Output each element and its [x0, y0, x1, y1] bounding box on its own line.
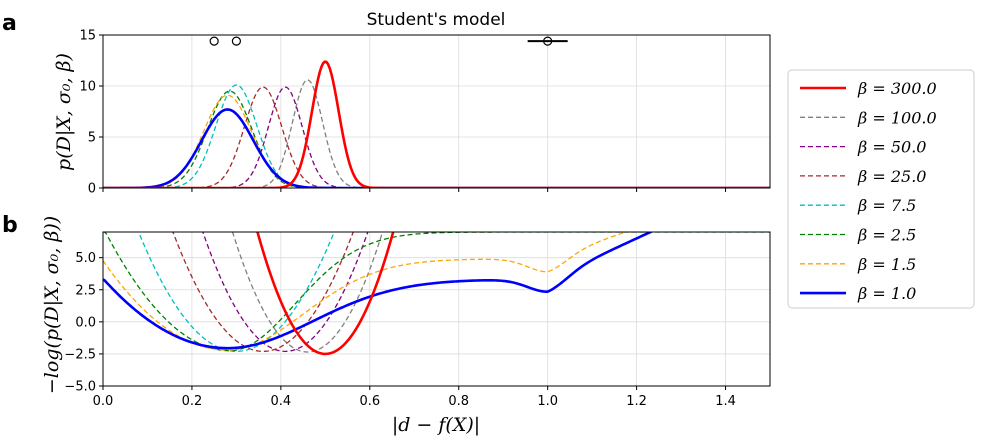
legend-items: β = 300.0 β = 100.0 β = 50.0 β = 25.0 β = 7.…: [800, 79, 937, 303]
y-tick-label: 15: [79, 29, 96, 44]
legend: β = 300.0 β = 100.0 β = 50.0 β = 25.0 β = 7.…: [787, 69, 975, 309]
legend-label: β = 2.5: [857, 226, 916, 245]
observation-marker: [209, 36, 219, 46]
y-axis-label-a: p(D|X, σ₀, β): [53, 53, 75, 171]
x-tick-label: 1.2: [626, 394, 647, 409]
axes-frame-a: [102, 34, 771, 189]
y-tick-label: 5.0: [75, 251, 96, 266]
plot-area-b: [103, 232, 770, 356]
nll-line-series-6: [103, 232, 770, 352]
legend-label: β = 7.5: [857, 196, 916, 215]
panel-a: 0 5 10 15 p(D|X, σ₀, β): [53, 29, 771, 197]
y-tick-label: 5: [88, 131, 96, 146]
x-tick-label: 1.4: [715, 394, 736, 409]
plot-area-a: [103, 60, 770, 188]
x-tick-label: 0.4: [271, 394, 292, 409]
legend-label: β = 50.0: [857, 138, 926, 157]
x-tick-label: 0.2: [182, 394, 203, 409]
x-axis-label: |d − f(X)|: [392, 414, 480, 436]
legend-label: β = 25.0: [857, 167, 926, 186]
density-line-series-2: [103, 79, 770, 188]
ticks-b: 0.0 0.2 0.4 0.6 0.8 1.0 1.2 1.4 −5.0 −2.5 0.0 2.5 5.…: [64, 251, 735, 409]
density-line-series-8: [103, 108, 770, 188]
grid-a: [102, 34, 770, 189]
panel-label-a: a: [2, 11, 17, 36]
y-tick-label: −5.0: [64, 380, 96, 395]
observations: [209, 36, 568, 46]
legend-label: β = 100.0: [857, 108, 937, 127]
y-tick-label: 10: [79, 80, 96, 95]
density-line-series-1: [103, 60, 770, 188]
y-tick-label: 0: [88, 182, 96, 197]
x-tick-label: 0.6: [359, 394, 380, 409]
axes-frame-b: [102, 231, 771, 387]
y-axis-label-b: −log(p(D|X, σ₀, β)): [41, 216, 63, 394]
grid-b: [102, 232, 770, 387]
nll-line-series-4: [172, 232, 354, 353]
observation-marker: [231, 36, 241, 46]
y-tick-label: −2.5: [64, 347, 96, 362]
nll-line-series-8: [103, 232, 654, 350]
y-tick-label: 2.5: [75, 283, 96, 298]
density-line-series-6: [103, 90, 770, 188]
density-line-series-5: [103, 84, 770, 188]
legend-box: [787, 69, 975, 309]
panel-label-b: b: [2, 213, 18, 238]
legend-label: β = 1.5: [857, 255, 916, 274]
observation-marker: [543, 36, 553, 46]
x-tick-label: 0.0: [93, 394, 114, 409]
chart-title: Student's model: [367, 10, 506, 30]
panel-b: 0.0 0.2 0.4 0.6 0.8 1.0 1.2 1.4 −5.0 −2.5 0.0 2.5 5.…: [41, 216, 771, 436]
y-tick-label: 0.0: [75, 315, 96, 330]
legend-label: β = 300.0: [857, 79, 937, 98]
x-tick-label: 1.0: [537, 394, 558, 409]
nll-line-series-1: [256, 232, 395, 356]
nll-line-series-3: [202, 232, 369, 352]
ticks-a: 0 5 10 15: [79, 29, 727, 197]
x-tick-label: 0.8: [448, 394, 469, 409]
density-line-series-7: [103, 94, 770, 188]
legend-label: β = 1.0: [857, 284, 916, 303]
nll-line-series-7: [103, 232, 628, 351]
